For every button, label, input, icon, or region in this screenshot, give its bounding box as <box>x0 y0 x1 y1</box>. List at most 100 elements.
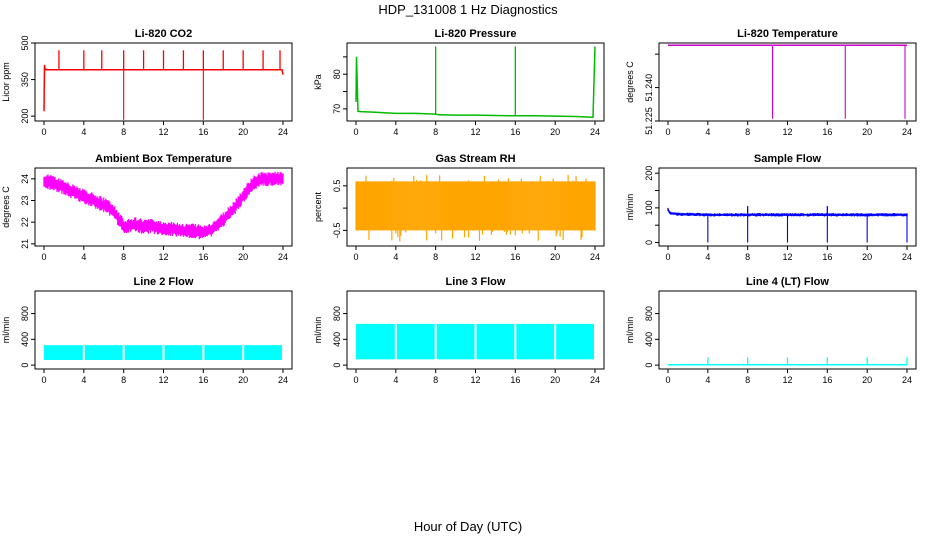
panel-data <box>356 323 594 360</box>
panel-2: Li-820 Pressure 0 4 8 12 16 20 24 70 80 kPa <box>313 28 605 137</box>
x-tick-label: 24 <box>902 127 912 137</box>
y-tick-label: 800 <box>332 306 342 321</box>
y-tick-label: 23 <box>20 195 30 205</box>
x-tick-label: 4 <box>705 375 710 385</box>
x-tick-label: 24 <box>902 252 912 262</box>
x-tick-label: 12 <box>782 375 792 385</box>
x-tick-label: 0 <box>665 127 670 137</box>
panel-data <box>43 50 284 120</box>
x-tick-label: 24 <box>278 127 288 137</box>
y-tick-label: 0 <box>332 363 342 368</box>
x-tick-label: 20 <box>550 252 560 262</box>
data-series-line <box>43 178 283 234</box>
panel-1: Li-820 CO2 0 4 8 12 16 20 24 200 350 500 Licor ppm <box>1 28 293 137</box>
y-tick-label: 22 <box>20 217 30 227</box>
y-tick-label: 800 <box>644 306 654 321</box>
y-tick-label: 400 <box>20 332 30 347</box>
y-tick-label: 0.5 <box>332 180 342 193</box>
x-tick-label: 0 <box>41 375 46 385</box>
panel-data <box>667 206 908 243</box>
x-tick-label: 8 <box>433 127 438 137</box>
x-tick-label: 4 <box>393 375 398 385</box>
y-axis-label: ml/min <box>625 317 635 344</box>
y-tick-label: 200 <box>20 109 30 124</box>
y-tick-label: 0 <box>644 240 654 245</box>
data-block <box>204 345 243 360</box>
panel-title: Li-820 Pressure <box>435 28 517 40</box>
x-tick-label: 12 <box>782 252 792 262</box>
x-tick-label: 16 <box>510 375 520 385</box>
y-axis-label: Licor ppm <box>1 62 11 102</box>
x-tick-label: 16 <box>822 127 832 137</box>
y-tick-label: 80 <box>332 69 342 79</box>
x-tick-label: 0 <box>41 127 46 137</box>
y-axis-label: kPa <box>313 74 323 90</box>
y-tick-label: 500 <box>20 35 30 50</box>
plot-frame <box>658 42 917 122</box>
y-tick-label: 51.225 <box>644 107 654 135</box>
panel-3: Li-820 Temperature 0 4 8 12 16 20 24 51.225 51.24… <box>625 28 917 137</box>
data-block <box>84 345 123 360</box>
data-block <box>396 323 435 360</box>
y-tick-label: 70 <box>332 104 342 114</box>
data-block <box>476 323 515 360</box>
data-block <box>436 323 475 360</box>
x-tick-label: 4 <box>81 127 86 137</box>
y-axis-label: ml/min <box>625 194 635 221</box>
y-tick-label: 21 <box>20 239 30 249</box>
y-tick-label: 0 <box>20 363 30 368</box>
y-tick-label: 800 <box>20 306 30 321</box>
y-axis-label: ml/min <box>1 317 11 344</box>
panel-5: Gas Stream RH 0 4 8 12 16 20 24 -0.5 0.5 percent <box>313 153 605 262</box>
x-tick-label: 16 <box>510 127 520 137</box>
y-tick-label: 100 <box>644 200 654 215</box>
x-tick-label: 20 <box>238 127 248 137</box>
x-tick-label: 4 <box>705 252 710 262</box>
x-tick-label: 16 <box>510 252 520 262</box>
x-tick-label: 20 <box>238 375 248 385</box>
x-tick-label: 12 <box>158 127 168 137</box>
y-axis-label: percent <box>313 191 323 222</box>
x-tick-label: 12 <box>470 252 480 262</box>
panel-title: Ambient Box Temperature <box>95 153 232 165</box>
panel-title: Sample Flow <box>754 153 822 165</box>
x-tick-label: 16 <box>822 252 832 262</box>
data-series-line <box>355 46 596 118</box>
x-tick-label: 20 <box>550 375 560 385</box>
x-tick-label: 8 <box>433 375 438 385</box>
x-tick-label: 8 <box>121 127 126 137</box>
x-tick-label: 4 <box>705 127 710 137</box>
x-tick-label: 16 <box>822 375 832 385</box>
data-series-line <box>43 64 284 112</box>
x-tick-label: 0 <box>353 252 358 262</box>
panel-7: Line 2 Flow 0 4 8 12 16 20 24 0 400 800 ml/min <box>1 276 293 385</box>
x-tick-label: 24 <box>902 375 912 385</box>
y-axis-label: ml/min <box>313 317 323 344</box>
x-tick-label: 20 <box>862 127 872 137</box>
panel-data <box>355 46 596 118</box>
panel-title: Line 2 Flow <box>134 276 194 288</box>
x-tick-label: 20 <box>550 127 560 137</box>
x-tick-label: 4 <box>393 127 398 137</box>
y-tick-label: 400 <box>332 332 342 347</box>
panel-data <box>355 174 596 242</box>
data-block <box>244 345 282 360</box>
x-tick-label: 0 <box>353 375 358 385</box>
x-tick-label: 24 <box>590 127 600 137</box>
x-tick-label: 16 <box>198 375 208 385</box>
x-tick-label: 0 <box>665 252 670 262</box>
data-block <box>44 345 83 360</box>
x-tick-label: 8 <box>745 252 750 262</box>
x-axis-label: Hour of Day (UTC) <box>414 519 522 534</box>
data-block <box>556 323 594 360</box>
plot-frame <box>346 42 605 122</box>
panel-data <box>43 171 284 240</box>
panel-4: Ambient Box Temperature 0 4 8 12 16 20 24 21 22 23… <box>1 153 293 262</box>
x-tick-label: 8 <box>121 252 126 262</box>
panel-data <box>668 44 907 119</box>
x-tick-label: 24 <box>590 252 600 262</box>
y-tick-label: 24 <box>20 174 30 184</box>
y-tick-label: 200 <box>644 166 654 181</box>
